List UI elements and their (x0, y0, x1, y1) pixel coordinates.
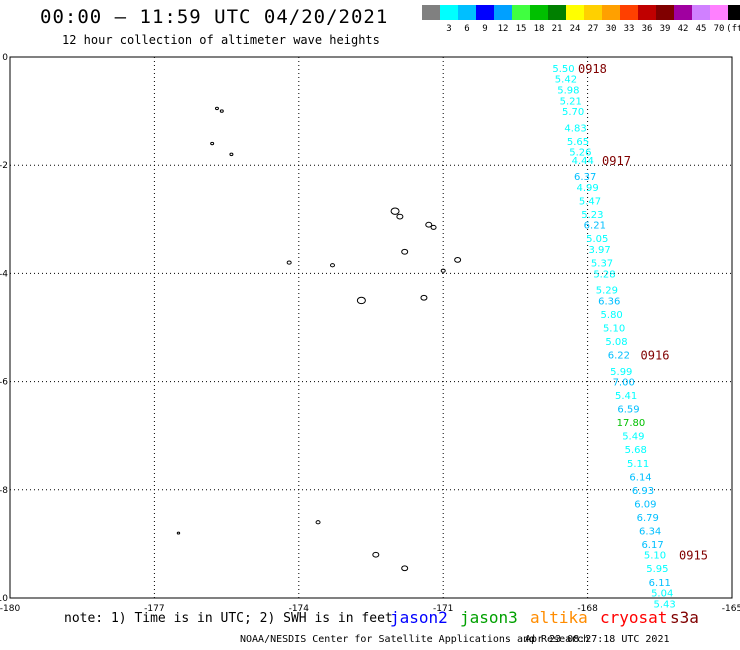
satellite-name: jason3 (460, 608, 518, 627)
satellite-name: altika (530, 608, 588, 627)
island-outline (402, 249, 408, 254)
lat-tick-label: -4 (0, 269, 8, 279)
island-outline (431, 225, 436, 229)
wave-height-value: 5.11 (627, 459, 649, 470)
wave-height-value: 5.23 (581, 210, 603, 221)
lat-tick-label: 0 (2, 53, 8, 63)
wave-height-value: 5.29 (596, 286, 618, 297)
wave-height-value: 6.09 (634, 499, 656, 510)
island-outline (211, 142, 214, 144)
island-outline (421, 295, 427, 300)
satellite-name: jason2 (390, 608, 448, 627)
island-outline (220, 110, 223, 112)
wave-height-value: 5.47 (579, 196, 601, 207)
wave-height-value: 5.41 (615, 391, 637, 402)
pass-time-label: 0916 (641, 349, 670, 363)
island-outline (357, 297, 365, 303)
satellite-name: cryosat (600, 608, 667, 627)
wave-height-value: 17.80 (617, 418, 646, 429)
wave-height-value: 4.99 (576, 183, 598, 194)
wave-height-value: 6.22 (608, 351, 630, 362)
lon-tick-label: -165 (722, 604, 740, 614)
wave-height-value: 6.37 (574, 172, 596, 183)
wave-height-value: 4.44 (572, 156, 594, 167)
wave-height-value: 7.00 (613, 378, 635, 389)
wave-height-value: 5.10 (603, 324, 625, 335)
wave-height-value: 6.34 (639, 526, 661, 537)
island-outline (455, 257, 461, 262)
island-outline (397, 214, 403, 219)
island-outline (230, 153, 233, 155)
wave-height-value: 5.70 (562, 107, 584, 118)
wave-height-value: 5.05 (586, 234, 608, 245)
wave-height-value: 5.95 (646, 564, 668, 575)
wave-height-value: 5.08 (605, 337, 627, 348)
footer-timestamp: Apr 23 08:27:18 UTC 2021 (525, 634, 670, 645)
wave-height-value: 4.83 (564, 123, 586, 134)
footer-note: note: 1) Time is in UTC; 2) SWH is in fe… (64, 611, 393, 626)
wave-height-value: 5.68 (625, 445, 647, 456)
wave-height-value: 5.21 (560, 96, 582, 107)
pass-time-label: 0918 (578, 62, 607, 76)
island-outline (215, 107, 218, 109)
satellite-name: s3a (670, 608, 699, 627)
lat-tick-label: -2 (0, 161, 8, 171)
wave-height-value: 6.79 (637, 513, 659, 524)
island-outline (316, 521, 320, 524)
lon-tick-label: -180 (0, 604, 20, 614)
island-outline (391, 208, 399, 214)
island-outline (441, 269, 445, 272)
wave-height-value: 5.99 (610, 367, 632, 378)
wave-height-value: 6.14 (629, 472, 651, 483)
island-outline (373, 552, 379, 557)
wave-height-value: 5.65 (567, 137, 589, 148)
wave-height-value: 6.17 (641, 540, 663, 551)
wave-height-value: 5.49 (622, 432, 644, 443)
wave-height-value: 6.93 (632, 486, 654, 497)
wave-height-value: 5.42 (555, 75, 577, 86)
wave-height-value: 5.10 (644, 551, 666, 562)
wave-height-value: 6.11 (649, 578, 671, 589)
wave-height-value: 5.98 (557, 85, 579, 96)
wave-height-map: -180-177-174-171-168-1650-2-4-6-8-105.50… (0, 0, 740, 650)
wave-height-value: 6.59 (617, 405, 639, 416)
wave-height-value: 5.50 (552, 64, 574, 75)
island-outline (287, 261, 291, 264)
wave-height-value: 5.80 (601, 310, 623, 321)
wave-height-value: 6.21 (584, 221, 606, 232)
wave-height-value: 6.36 (598, 296, 620, 307)
wave-height-value: 5.37 (591, 259, 613, 270)
lat-tick-label: -6 (0, 378, 8, 388)
island-outline (402, 566, 408, 571)
wave-height-value: 5.28 (593, 269, 615, 280)
pass-time-label: 0915 (679, 549, 708, 563)
island-outline (177, 532, 179, 534)
wave-height-value: 5.04 (651, 589, 673, 600)
pass-time-label: 0917 (602, 154, 631, 168)
lat-tick-label: -8 (0, 486, 8, 496)
lat-tick-label: -10 (0, 594, 8, 604)
wave-height-value: 3.97 (589, 245, 611, 256)
island-outline (330, 264, 334, 267)
